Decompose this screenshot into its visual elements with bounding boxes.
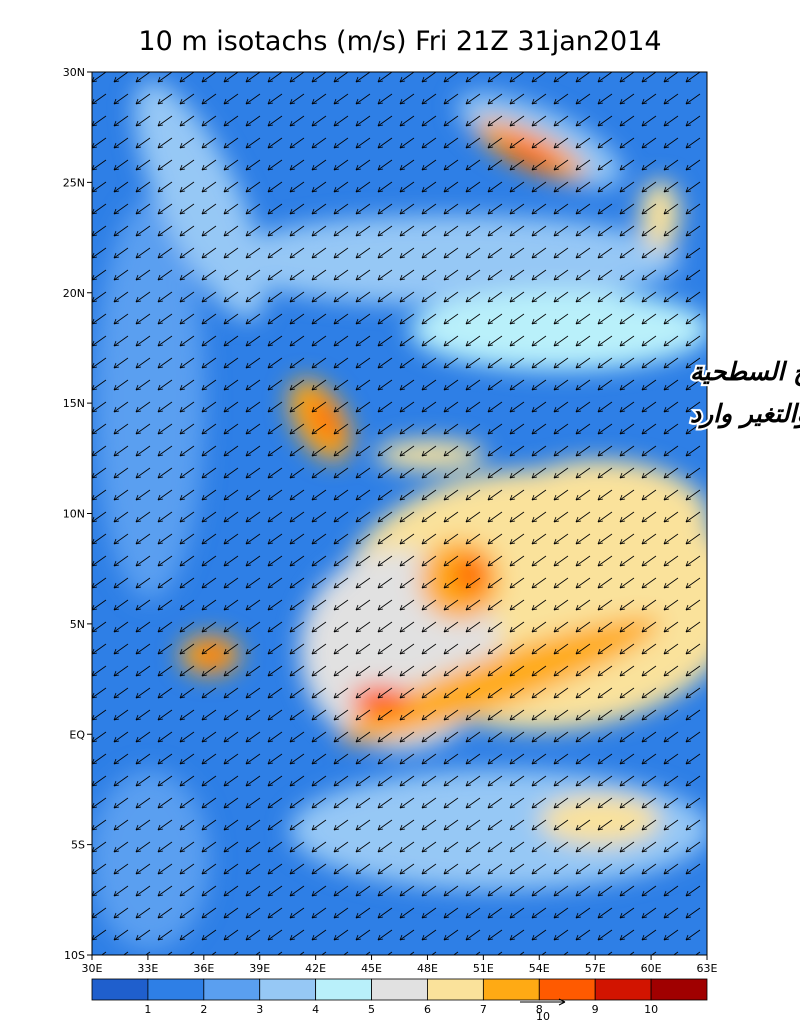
colorbar-label: 3 xyxy=(256,1003,263,1016)
colorbar-label: 8 xyxy=(536,1003,543,1016)
colorbar-swatch xyxy=(147,978,205,1001)
colorbar-swatch xyxy=(427,978,484,1001)
x-tick-label: 48E xyxy=(417,962,438,975)
colorbar-swatch xyxy=(91,978,149,1001)
y-tick-label: 25N xyxy=(63,176,85,189)
reference-vector-label: 10 xyxy=(536,1010,550,1023)
colorbar-swatch xyxy=(203,978,261,1001)
colorbar-swatch xyxy=(650,978,708,1001)
colorbar-label: 7 xyxy=(480,1003,487,1016)
colorbar-label: 1 xyxy=(144,1003,151,1016)
title: 10 m isotachs (m/s) Fri 21Z 31jan2014 xyxy=(138,26,661,57)
x-tick-label: 51E xyxy=(473,962,494,975)
annotation: =تحديث الرياح السطحية =31يناير والتغير وا… xyxy=(688,355,800,431)
colorbar: 1 2 3 4 5 6 7 8 9 10 10 xyxy=(91,978,708,1023)
colorbar-label: 9 xyxy=(592,1003,599,1016)
annotation-line: =تحديث الرياح السطحية xyxy=(690,357,800,387)
x-tick-label: 57E xyxy=(585,962,606,975)
colorbar-swatch xyxy=(594,978,652,1001)
x-tick-label: 60E xyxy=(641,962,662,975)
y-tick-label: 5N xyxy=(70,618,85,631)
colorbar-label: 6 xyxy=(424,1003,431,1016)
y-tick-label: 20N xyxy=(63,287,85,300)
x-tick-label: 33E xyxy=(137,962,158,975)
y-tick-label: 10N xyxy=(63,508,85,521)
colorbar-swatch xyxy=(538,978,596,1001)
y-tick-label: 5S xyxy=(71,839,85,852)
x-tick-label: 42E xyxy=(305,962,326,975)
y-tick-label: 10S xyxy=(64,949,85,962)
x-tick-label: 63E xyxy=(697,962,718,975)
colorbar-label: 2 xyxy=(200,1003,207,1016)
axes: 30E 33E 36E 39E 42E 45E 48E 51E 54E 57E 60E 63E 30N 2… xyxy=(63,66,718,975)
colorbar-swatch xyxy=(482,978,540,1001)
x-tick-label: 39E xyxy=(249,962,270,975)
colorbar-swatch xyxy=(371,978,428,1001)
x-tick-label: 30E xyxy=(82,962,103,975)
colorbar-label: 5 xyxy=(368,1003,375,1016)
colorbar-swatch xyxy=(259,978,317,1001)
y-tick-label: 30N xyxy=(63,66,85,79)
x-tick-label: 36E xyxy=(193,962,214,975)
wind-field xyxy=(92,72,707,955)
colorbar-swatch xyxy=(315,978,372,1001)
reference-arrowhead xyxy=(558,998,566,1006)
colorbar-label: 4 xyxy=(312,1003,319,1016)
annotation-line: =31يناير والتغير وارد xyxy=(690,399,800,429)
colorbar-label: 10 xyxy=(644,1003,658,1016)
x-tick-label: 54E xyxy=(529,962,550,975)
y-tick-label: EQ xyxy=(69,728,85,741)
y-tick-label: 15N xyxy=(63,397,85,410)
x-tick-label: 45E xyxy=(361,962,382,975)
